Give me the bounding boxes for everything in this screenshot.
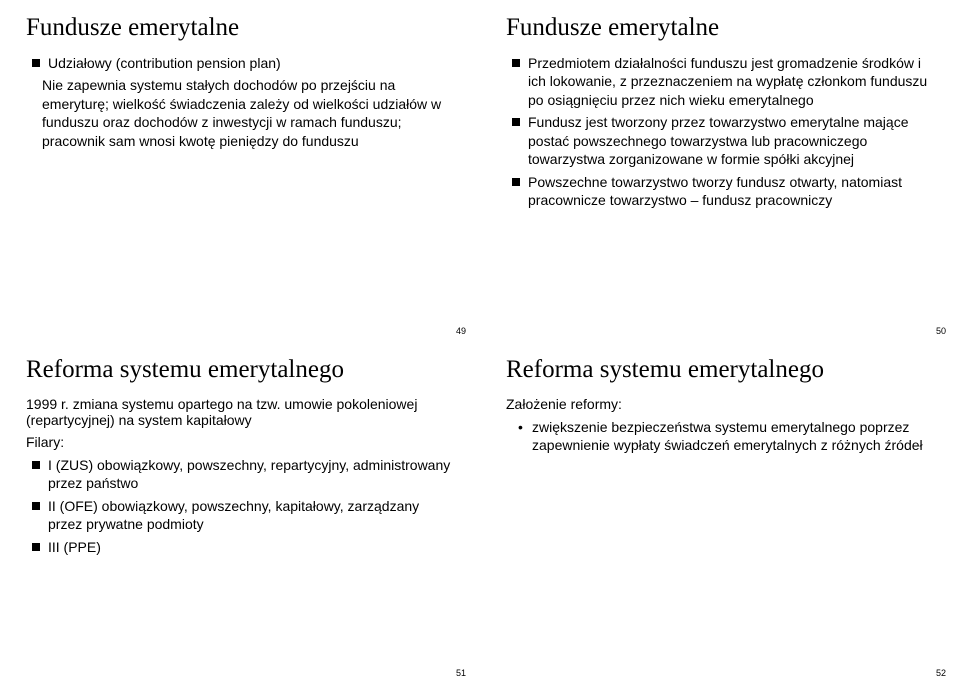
bullet-list: Udziałowy (contribution pension plan) — [26, 54, 454, 72]
slide-title: Reforma systemu emerytalnego — [26, 356, 454, 384]
bullet-item: I (ZUS) obowiązkowy, powszechny, reparty… — [32, 456, 454, 493]
slide-title: Fundusze emerytalne — [26, 14, 454, 42]
dot-item: zwiększenie bezpieczeństwa systemu emery… — [518, 418, 934, 455]
lead-text: 1999 r. zmiana systemu opartego na tzw. … — [26, 396, 454, 428]
bullet-item: II (OFE) obowiązkowy, powszechny, kapita… — [32, 497, 454, 534]
filary-label: Filary: — [26, 434, 454, 450]
lead-text: Założenie reformy: — [506, 396, 934, 412]
bullet-item: III (PPE) — [32, 538, 454, 556]
slide-50: Fundusze emerytalne Przedmiotem działaln… — [480, 0, 960, 342]
slide-52: Reforma systemu emerytalnego Założenie r… — [480, 342, 960, 684]
bullet-item: Przedmiotem działalności funduszu jest g… — [512, 54, 934, 109]
bullet-item: Fundusz jest tworzony przez towarzystwo … — [512, 113, 934, 168]
page-number: 51 — [456, 668, 466, 678]
page-number: 49 — [456, 326, 466, 336]
slide-title: Reforma systemu emerytalnego — [506, 356, 934, 384]
bullet-list: I (ZUS) obowiązkowy, powszechny, reparty… — [26, 456, 454, 556]
dot-list: zwiększenie bezpieczeństwa systemu emery… — [506, 418, 934, 455]
page-number: 50 — [936, 326, 946, 336]
bullet-item: Udziałowy (contribution pension plan) — [32, 54, 454, 72]
slide-title: Fundusze emerytalne — [506, 14, 934, 42]
bullet-item: Powszechne towarzystwo tworzy fundusz ot… — [512, 173, 934, 210]
body-text: Nie zapewnia systemu stałych dochodów po… — [26, 76, 454, 150]
page-number: 52 — [936, 668, 946, 678]
slide-51: Reforma systemu emerytalnego 1999 r. zmi… — [0, 342, 480, 684]
slide-49: Fundusze emerytalne Udziałowy (contribut… — [0, 0, 480, 342]
bullet-list: Przedmiotem działalności funduszu jest g… — [506, 54, 934, 210]
